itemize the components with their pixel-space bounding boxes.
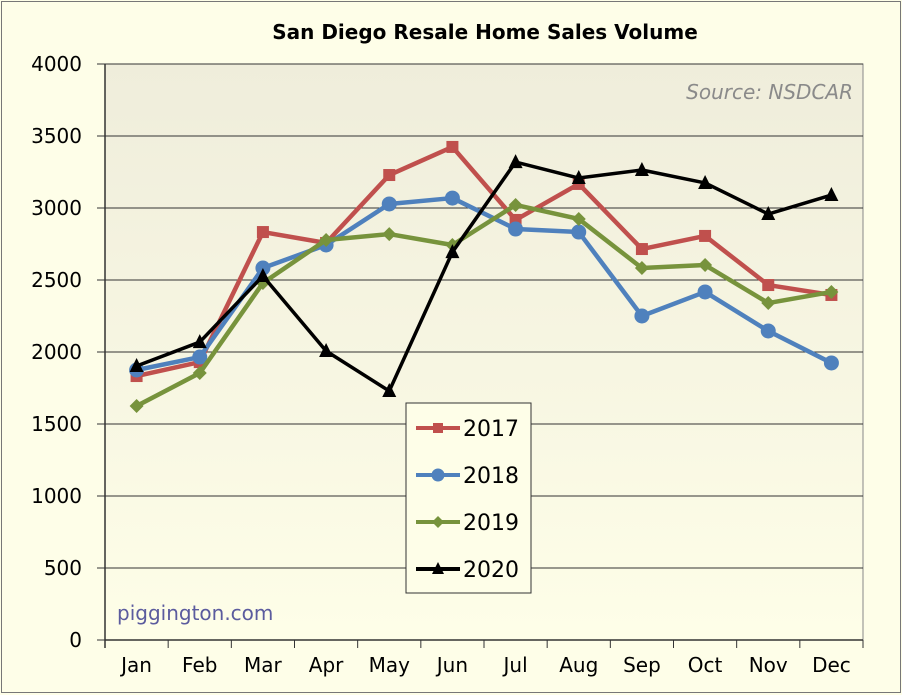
series-2019 [129, 197, 839, 413]
data-point [571, 170, 586, 185]
data-point [761, 296, 776, 311]
legend: 2017 2018 2019 2020 [405, 402, 532, 594]
data-point [571, 224, 587, 240]
y-tick-label: 4000 [31, 52, 82, 76]
data-point [382, 383, 397, 398]
data-point [129, 399, 144, 413]
legend-marker [431, 468, 445, 482]
series-group [129, 140, 839, 413]
x-tick-label: Apr [309, 653, 344, 677]
data-point [634, 308, 650, 324]
x-tick-label: Sep [623, 653, 661, 677]
x-tick-label: Aug [559, 653, 598, 677]
legend-item-2017: 2017 [416, 417, 519, 442]
data-point [319, 232, 334, 247]
data-point [445, 244, 460, 259]
axes: 0 500 1000 1500 2000 2500 3000 3500 4000 Jan Feb Ma… [31, 52, 864, 677]
legend-marker [433, 423, 443, 433]
x-tick-label: Dec [812, 653, 851, 677]
y-tick-label: 1000 [31, 484, 82, 508]
data-point [634, 161, 649, 176]
data-point [508, 221, 524, 237]
data-point [571, 211, 586, 226]
data-point [823, 355, 839, 371]
series-line-2018 [136, 195, 833, 373]
data-point [383, 169, 396, 182]
x-tick-label: Mar [244, 653, 283, 677]
series-2018 [129, 190, 839, 378]
data-point [446, 140, 459, 153]
x-tick-label: Jun [435, 653, 468, 677]
y-tick-label: 3000 [31, 196, 82, 220]
data-point [256, 226, 269, 239]
legend-marker [432, 516, 444, 528]
data-point [697, 284, 713, 300]
data-point [192, 349, 208, 365]
data-point [698, 174, 713, 189]
data-point [129, 357, 144, 372]
data-point [760, 323, 776, 339]
data-point [192, 366, 207, 381]
series-2020 [129, 154, 839, 398]
data-point [824, 284, 839, 299]
y-tick-label: 2500 [31, 268, 82, 292]
legend-item-2018: 2018 [416, 464, 519, 489]
chart-title: San Diego Resale Home Sales Volume [272, 20, 698, 44]
y-tick-label: 2000 [31, 340, 82, 364]
legend-label: 2019 [463, 511, 519, 536]
x-tick-label: Feb [182, 653, 217, 677]
y-tick-label: 0 [69, 628, 82, 652]
data-point [319, 342, 334, 357]
x-tick-label: May [369, 653, 411, 677]
data-point [382, 227, 397, 242]
x-tick-label: Jul [502, 653, 528, 677]
legend-label: 2020 [463, 558, 519, 583]
data-point [634, 261, 649, 276]
data-point [381, 196, 397, 212]
data-point [761, 206, 776, 221]
legend-box [405, 402, 532, 594]
data-point [192, 334, 207, 349]
y-tick-label: 3500 [31, 124, 82, 148]
source-note: Source: NSDCAR [686, 80, 853, 104]
watermark: piggington.com [117, 601, 273, 625]
series-line-2019 [135, 202, 832, 408]
x-tick-label: Oct [688, 653, 723, 677]
legend-label: 2018 [463, 464, 519, 489]
legend-item-2019: 2019 [416, 511, 519, 536]
x-tick-label: Jan [119, 653, 152, 677]
legend-marker [432, 562, 444, 574]
series-line-2017 [136, 144, 832, 379]
y-tick-label: 1500 [31, 412, 82, 436]
data-point [508, 197, 523, 212]
data-point [762, 279, 775, 292]
data-point [698, 258, 713, 273]
data-point [699, 229, 712, 242]
data-point [824, 187, 839, 202]
legend-item-2020: 2020 [416, 558, 519, 583]
legend-label: 2017 [463, 417, 519, 442]
y-tick-label: 500 [44, 556, 82, 580]
data-point [508, 154, 523, 169]
data-point [255, 267, 270, 282]
series-line-2020 [135, 160, 832, 393]
data-point [444, 190, 460, 206]
x-tick-label: Nov [749, 653, 788, 677]
data-point [635, 243, 648, 256]
